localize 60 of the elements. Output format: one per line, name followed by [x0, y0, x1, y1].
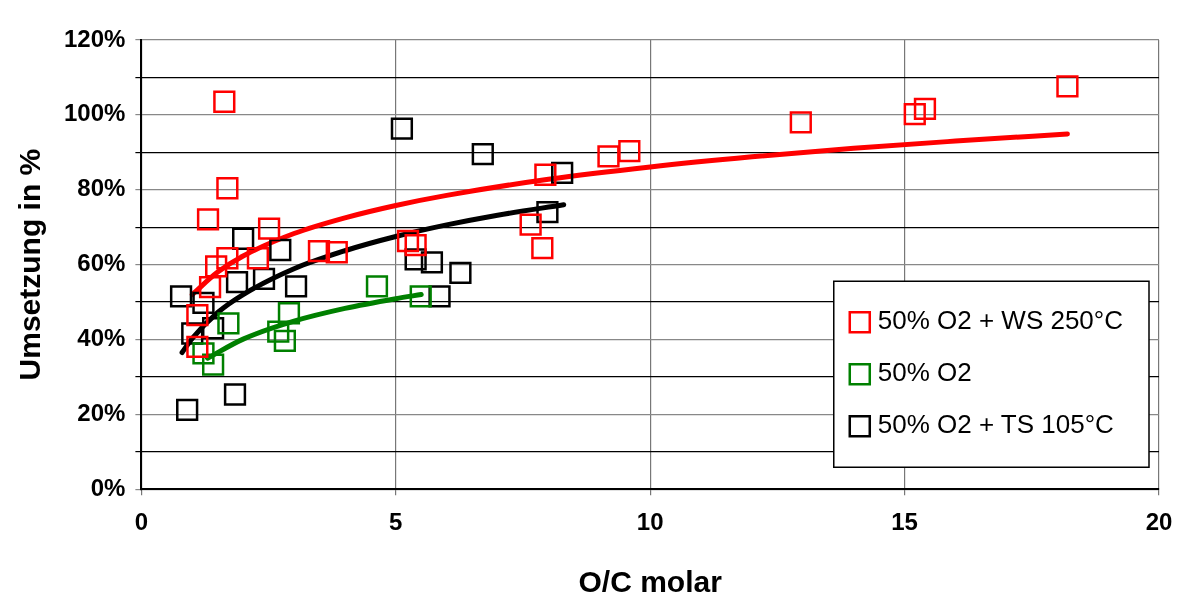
point	[216, 177, 239, 200]
point	[213, 90, 236, 113]
point	[205, 255, 228, 278]
x-tick-label: 0	[134, 508, 149, 536]
point	[390, 117, 414, 140]
point	[404, 233, 427, 257]
point	[223, 383, 247, 406]
point	[536, 201, 559, 224]
point	[196, 208, 220, 231]
point	[789, 111, 812, 134]
x-tick-label: 10	[636, 508, 664, 536]
point	[396, 229, 420, 253]
point	[531, 236, 554, 260]
x-axis-title: O/C molar	[578, 565, 723, 599]
point	[186, 303, 209, 327]
point	[449, 261, 472, 284]
point	[420, 251, 444, 274]
legend-label: 50% O2 + TS 105°C	[877, 409, 1114, 440]
point	[365, 275, 389, 298]
point	[597, 145, 620, 168]
point	[217, 312, 240, 335]
point	[903, 102, 926, 126]
y-tick-label: 20%	[77, 398, 126, 426]
point	[534, 163, 557, 186]
point	[551, 161, 574, 185]
point	[198, 275, 222, 299]
y-tick-label: 120%	[63, 24, 126, 52]
y-tick-label: 100%	[63, 99, 126, 127]
y-tick-label: 60%	[77, 249, 126, 277]
point	[618, 140, 641, 163]
y-tick-label: 40%	[77, 324, 126, 352]
point	[176, 398, 199, 421]
x-tick-label: 20	[1145, 508, 1173, 536]
point	[307, 239, 331, 263]
point	[216, 247, 239, 270]
point	[169, 285, 193, 308]
legend-label: 50% O2 + WS 250°C	[877, 305, 1124, 336]
point	[257, 217, 281, 240]
point	[913, 97, 937, 121]
point	[325, 241, 348, 264]
point	[277, 302, 301, 325]
y-axis-title: Umsetzung in %	[13, 148, 47, 381]
point	[273, 329, 297, 353]
point	[284, 275, 308, 298]
legend-label: 50% O2	[877, 357, 972, 388]
x-tick-label: 5	[389, 508, 403, 536]
point	[409, 285, 432, 308]
y-tick-label: 80%	[77, 174, 126, 202]
point	[519, 213, 542, 236]
point	[186, 335, 209, 359]
point	[471, 143, 494, 166]
x-tick-label: 15	[891, 508, 918, 536]
point	[1056, 75, 1079, 98]
point	[225, 271, 249, 294]
y-tick-label: 0%	[90, 473, 126, 501]
point	[267, 320, 290, 343]
point	[246, 247, 270, 270]
point	[201, 353, 225, 376]
point	[269, 238, 292, 262]
point	[192, 342, 215, 365]
